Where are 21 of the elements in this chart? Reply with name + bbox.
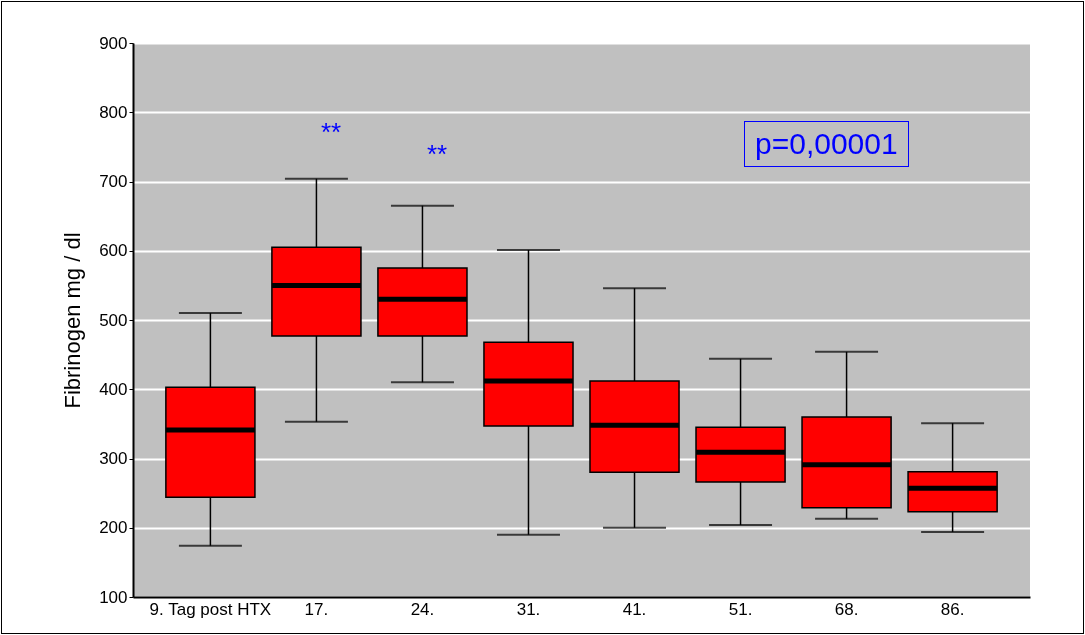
annotation: p=0,00001	[744, 121, 909, 167]
y-tick-label: 600	[99, 241, 128, 261]
y-tick-label: 200	[99, 518, 128, 538]
x-tick-label: 68.	[834, 599, 859, 619]
x-tick-label: 24.	[410, 599, 435, 619]
x-tick-label: 9. Tag post HTX	[149, 599, 272, 619]
y-tick-label: 900	[99, 33, 128, 53]
annotation: **	[426, 139, 448, 171]
y-axis-title: Fibrinogen mg / dl	[60, 232, 86, 409]
x-tick-label: 41.	[622, 599, 647, 619]
annotation: **	[320, 117, 342, 149]
y-tick-label: 300	[99, 449, 128, 468]
y-tick-label: 700	[99, 172, 128, 191]
y-tick-label: 800	[99, 102, 128, 122]
y-tick-label: 500	[99, 310, 128, 330]
x-tick-label: 86.	[940, 599, 965, 619]
x-tick-label: 31.	[516, 599, 541, 619]
x-tick-label: 51.	[728, 599, 753, 619]
y-tick-label: 100	[99, 587, 128, 607]
y-tick-label: 400	[99, 379, 128, 399]
x-tick-label: 17.	[304, 599, 329, 619]
